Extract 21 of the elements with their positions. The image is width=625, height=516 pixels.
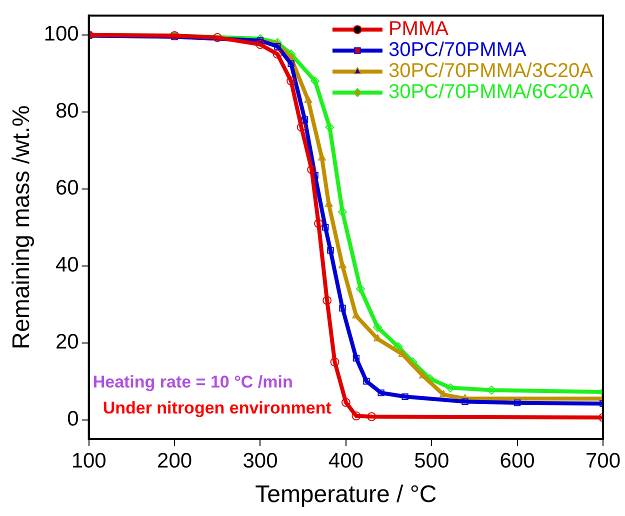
x-tick-label: 500 bbox=[414, 449, 450, 472]
y-axis-title: Remaining mass /wt.% bbox=[8, 105, 36, 350]
y-tick-label: 0 bbox=[67, 408, 79, 431]
x-tick-label: 700 bbox=[585, 449, 621, 472]
y-tick-label: 20 bbox=[55, 330, 79, 354]
legend-label: 30PC/70PMMA bbox=[388, 39, 527, 62]
legend-label: 30PC/70PMMA/3C20A bbox=[388, 60, 594, 82]
y-tick-label: 80 bbox=[55, 100, 79, 123]
x-tick-label: 600 bbox=[500, 449, 535, 472]
legend-label: PMMA bbox=[388, 18, 450, 40]
x-tick-label: 100 bbox=[71, 449, 106, 472]
y-tick-label: 60 bbox=[55, 176, 79, 200]
annotation: Heating rate = 10 °C /min bbox=[92, 372, 293, 392]
x-tick-label: 400 bbox=[328, 449, 364, 472]
x-axis-title: Temperature / °C bbox=[255, 481, 437, 508]
y-tick-label: 40 bbox=[55, 254, 79, 277]
annotation: Under nitrogen environment bbox=[102, 398, 332, 418]
legend-label: 30PC/70PMMA/6C20A bbox=[388, 81, 594, 104]
y-tick-label: 100 bbox=[44, 22, 79, 46]
x-tick-label: 300 bbox=[242, 449, 278, 472]
x-tick-label: 200 bbox=[157, 449, 192, 472]
